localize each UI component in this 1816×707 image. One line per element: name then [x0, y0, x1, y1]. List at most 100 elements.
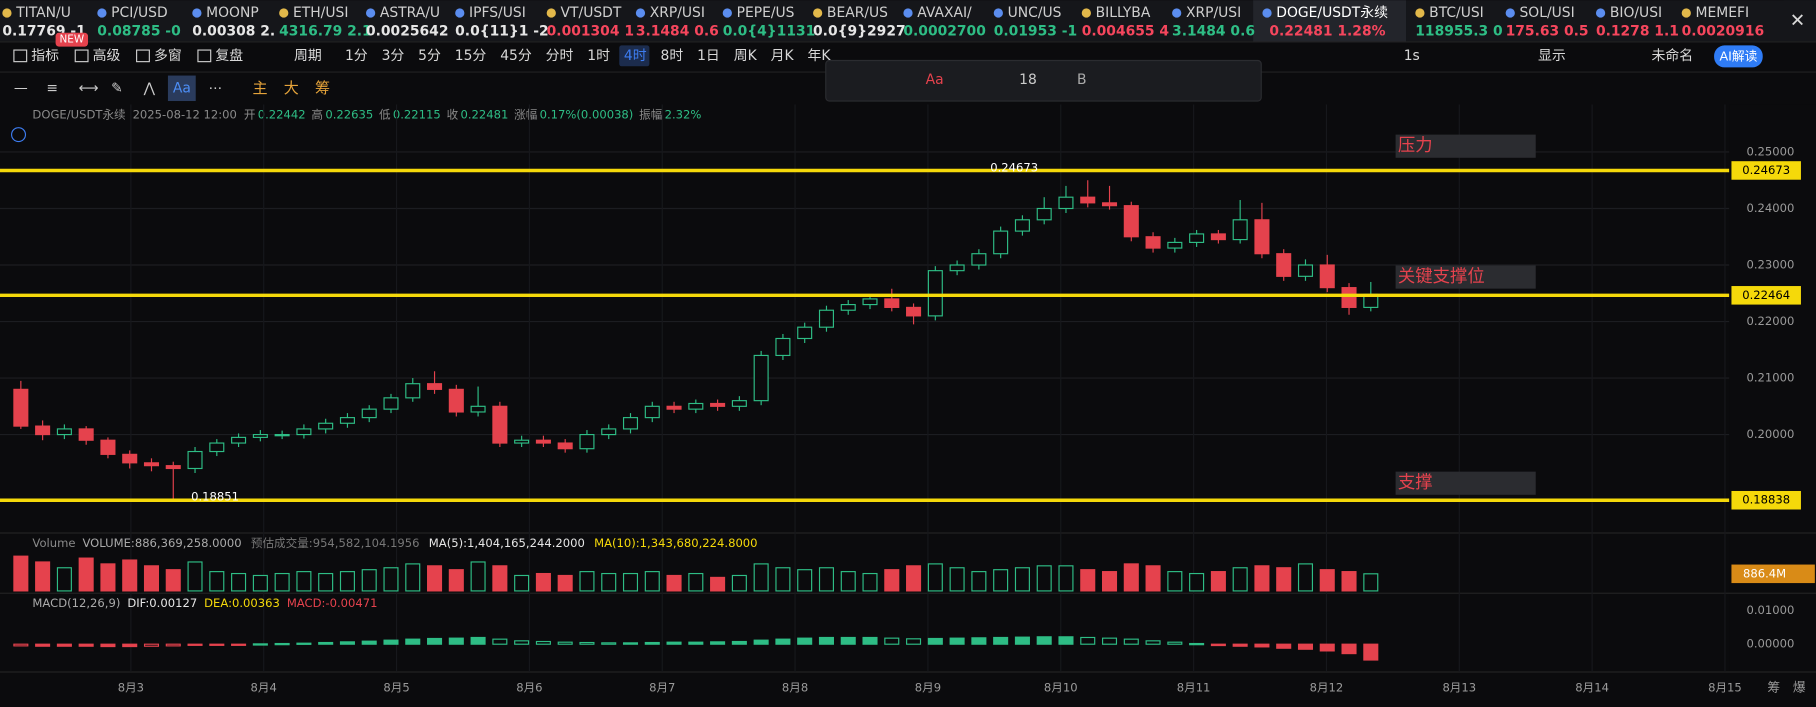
ticker-name[interactable]: BTC/USI — [1429, 5, 1484, 21]
macd-bar — [971, 637, 987, 645]
draw-tool[interactable]: 筹 — [315, 79, 330, 97]
draw-icon[interactable]: — — [14, 80, 28, 96]
macd-bar — [775, 638, 791, 645]
ticker-price[interactable]: 0.08785 -0 — [97, 24, 180, 40]
tool[interactable]: 指标 — [31, 48, 59, 64]
ticker-name[interactable]: BEAR/US — [827, 5, 888, 21]
ticker-name[interactable]: PCI/USD — [111, 5, 167, 21]
draw-icon[interactable]: ⋀ — [143, 80, 156, 96]
macd-bar — [492, 638, 508, 645]
ticker-price[interactable]: 175.63 0.5 — [1506, 24, 1589, 40]
period[interactable]: 年K — [807, 48, 831, 64]
period[interactable]: 5分 — [418, 48, 441, 64]
macd-bar — [906, 638, 922, 645]
ticker-name[interactable]: XRP/USI — [1186, 5, 1241, 21]
ticker-price[interactable]: 3.1484 0.6 — [636, 24, 719, 40]
macd-bar — [405, 638, 421, 645]
macd-bar — [514, 640, 530, 645]
macd-bar — [1276, 643, 1292, 649]
volume-bar — [209, 571, 225, 592]
draw-icon[interactable]: ⋯ — [208, 80, 222, 96]
ticker-name[interactable]: BILLYBA — [1096, 5, 1151, 21]
ticker-price[interactable]: 0.0020916 — [1682, 24, 1765, 40]
period[interactable]: 45分 — [500, 48, 532, 64]
tool[interactable]: 高级 — [93, 47, 121, 64]
ticker-price[interactable]: 0.001304 1 — [547, 24, 634, 40]
candle-body — [840, 304, 856, 311]
ticker-name[interactable]: VT/USDT — [561, 5, 622, 21]
ticker-name[interactable]: DOGE/USDT永续 — [1276, 5, 1388, 21]
volume-bar — [122, 559, 138, 592]
volume-bar — [405, 563, 421, 592]
ai-label[interactable]: AI解读 — [1719, 50, 1757, 65]
period[interactable]: 1分 — [345, 48, 368, 64]
period[interactable]: 8时 — [661, 48, 684, 64]
ticker-name[interactable]: PEPE/US — [737, 5, 795, 21]
ticker-price[interactable]: 0.01953 -1 — [994, 24, 1077, 40]
draw-icon[interactable]: ⟷ — [79, 80, 99, 96]
ticker-price[interactable]: 0.0{4}1131 — [723, 24, 816, 40]
ticker-price[interactable]: 0.0002700 — [903, 24, 986, 40]
ticker-name[interactable]: TITAN/U — [15, 5, 71, 21]
ticker-icon — [813, 8, 823, 18]
period[interactable]: 月K — [771, 48, 795, 64]
ticker-name[interactable]: UNC/US — [1008, 5, 1062, 21]
period-label[interactable]: 周期 — [294, 48, 322, 64]
tool[interactable]: 多窗 — [154, 47, 182, 64]
expand-button[interactable] — [11, 127, 27, 143]
ticker-name[interactable]: BIO/USI — [1610, 5, 1662, 21]
volume-header: 预估成交量:954,582,104.1956 — [251, 536, 420, 550]
ticker-name[interactable]: IPFS/USI — [469, 5, 526, 21]
volume-bar — [666, 574, 682, 592]
ticker-name[interactable]: MEMEFI — [1696, 5, 1750, 21]
period[interactable]: 15分 — [455, 48, 487, 64]
font-size[interactable]: 18 — [1019, 72, 1037, 88]
ticker-price[interactable]: 0.1278 1.1 — [1596, 24, 1679, 40]
ticker-price[interactable]: 0.0{11}1 -2 — [455, 24, 549, 40]
macd-bar — [1014, 636, 1030, 645]
ticker-icon — [1681, 8, 1691, 18]
ai-button[interactable] — [1714, 45, 1763, 68]
draw-icon[interactable]: ≡ — [46, 80, 58, 96]
close-icon[interactable]: ✕ — [1790, 11, 1806, 32]
ticker-price[interactable]: 4316.79 2.1 — [279, 24, 372, 40]
period[interactable]: 3分 — [382, 48, 405, 64]
period[interactable]: 分时 — [546, 48, 574, 64]
ticker-name[interactable]: XRP/USI — [650, 5, 705, 21]
corner-button[interactable]: 爆 — [1793, 681, 1806, 696]
ticker-price[interactable]: 0.22481 1.28% — [1269, 24, 1385, 40]
period[interactable]: 周K — [734, 48, 758, 64]
ticker-price[interactable]: 118955.3 0 — [1415, 24, 1502, 40]
ticker-name[interactable]: ASTRA/U — [380, 5, 440, 21]
volume-bar — [143, 565, 160, 592]
period[interactable]: 4时 — [624, 48, 647, 64]
toolbar-right[interactable]: 显示 — [1538, 48, 1566, 64]
ticker-name[interactable]: SOL/USI — [1520, 5, 1575, 21]
ticker-name[interactable]: AVAXAI/ — [917, 5, 972, 21]
ticker-price[interactable]: 0.00308 2. — [192, 24, 275, 40]
toolbar-right[interactable]: 未命名 — [1652, 47, 1694, 64]
draw-tool[interactable]: 主 — [252, 79, 267, 97]
draw-tool[interactable]: 大 — [284, 79, 299, 97]
annotation: 压力 — [1398, 136, 1433, 156]
close-area[interactable] — [1783, 0, 1816, 42]
draw-icon[interactable]: ✎ — [111, 80, 123, 96]
ticker-name[interactable]: MOONP — [206, 5, 259, 21]
macd-header: DIF:0.00127 — [127, 596, 197, 610]
ticker-price[interactable]: 0.0025642 — [366, 24, 449, 40]
ticker-price[interactable]: 0.004655 4 — [1082, 24, 1170, 40]
ticker-icon — [635, 8, 646, 18]
tool[interactable]: 复盘 — [215, 47, 243, 64]
bold[interactable]: B — [1077, 72, 1087, 88]
corner-button[interactable]: 筹 — [1767, 680, 1780, 696]
period[interactable]: 1时 — [587, 48, 610, 64]
ticker-name[interactable]: ETH/USI — [293, 5, 348, 21]
ticker-price[interactable]: 3.1484 0.6 — [1172, 24, 1255, 40]
ticker-price[interactable]: 0.0{9}2927 — [813, 24, 906, 40]
period[interactable]: 1日 — [697, 48, 720, 64]
annotation-box — [1395, 134, 1536, 158]
candle-body — [318, 422, 334, 430]
toolbar-right[interactable]: 1s — [1404, 48, 1420, 64]
font-aa[interactable]: Aa — [926, 72, 944, 88]
aa[interactable]: Aa — [173, 80, 191, 96]
